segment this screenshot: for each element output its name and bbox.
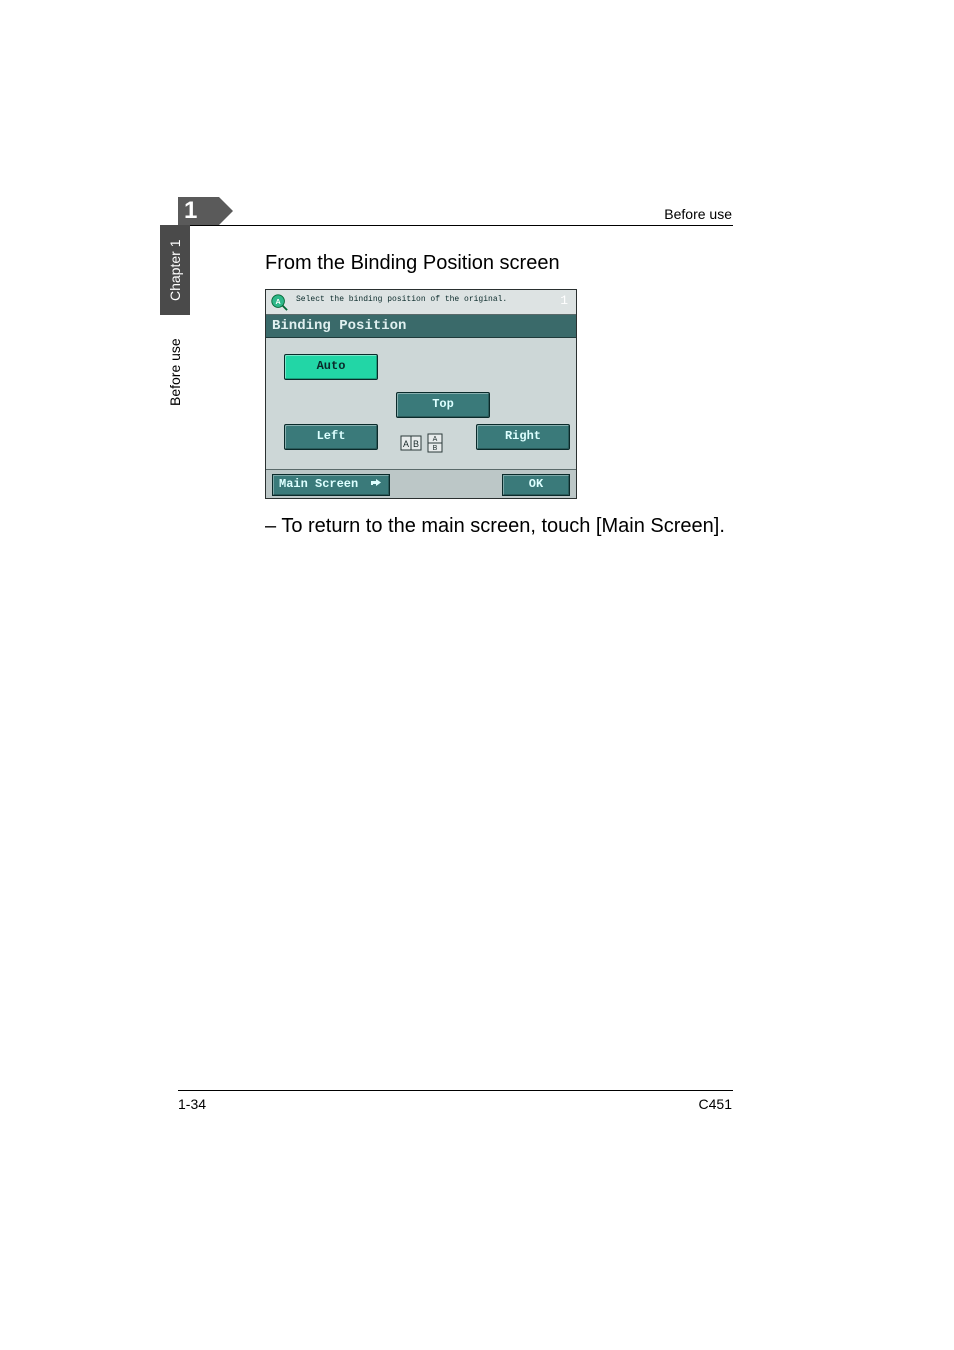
- chapter-number-badge: 1: [178, 197, 219, 225]
- ok-button[interactable]: OK: [502, 474, 570, 496]
- panel-tip-text: Select the binding position of the origi…: [296, 295, 507, 304]
- panel-topbar: A Select the binding position of the ori…: [266, 290, 576, 315]
- instruction-text: – To return to the main screen, touch [M…: [265, 513, 735, 539]
- left-button[interactable]: Left: [284, 424, 378, 450]
- panel-title: Binding Position: [266, 315, 576, 338]
- footer-model: C451: [699, 1096, 732, 1112]
- svg-text:A: A: [433, 436, 438, 443]
- auto-button[interactable]: Auto: [284, 354, 378, 380]
- header-section-label: Before use: [664, 206, 732, 222]
- panel-body: Auto Top Left Right A B A B: [266, 338, 576, 472]
- return-arrow-icon: [369, 479, 381, 489]
- main-screen-button[interactable]: Main Screen: [272, 474, 390, 496]
- svg-text:A: A: [403, 439, 409, 449]
- svg-text:B: B: [433, 445, 438, 452]
- right-button[interactable]: Right: [476, 424, 570, 450]
- panel-footer: Main Screen OK: [266, 469, 576, 498]
- panel-page-count: 1: [560, 293, 568, 308]
- svg-text:A: A: [275, 297, 280, 306]
- binding-position-screenshot: A Select the binding position of the ori…: [265, 289, 577, 499]
- footer-rule: [178, 1090, 733, 1091]
- svg-text:B: B: [413, 439, 419, 449]
- header-rule: [178, 225, 733, 226]
- zoom-icon: A: [270, 293, 288, 311]
- top-button[interactable]: Top: [396, 392, 490, 418]
- binding-orientation-icon: A B A B: [400, 433, 450, 453]
- side-tab-chapter: Chapter 1: [160, 225, 190, 315]
- footer-page-number: 1-34: [178, 1096, 206, 1112]
- main-screen-button-label: Main Screen: [279, 477, 358, 491]
- side-tab-section: Before use: [160, 325, 190, 420]
- content-subhead: From the Binding Position screen: [265, 252, 735, 275]
